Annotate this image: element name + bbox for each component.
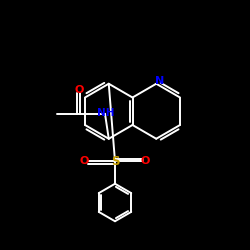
Text: N: N (154, 76, 164, 86)
Text: O: O (75, 85, 84, 95)
Text: NH: NH (98, 108, 115, 118)
Text: O: O (80, 156, 89, 166)
Text: S: S (111, 155, 119, 168)
Text: O: O (141, 156, 150, 166)
